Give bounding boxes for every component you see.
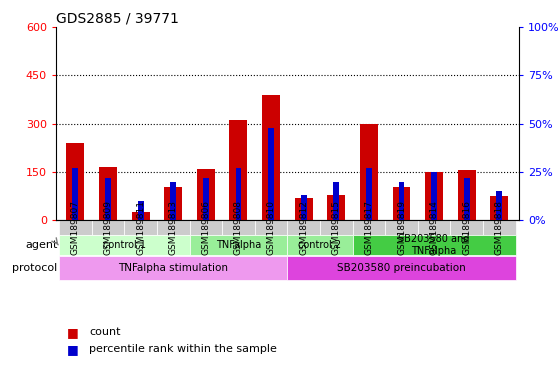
Bar — [353, 220, 385, 235]
Text: ■: ■ — [67, 326, 79, 339]
Bar — [287, 256, 516, 280]
Bar — [301, 195, 306, 220]
Text: GSM189810: GSM189810 — [267, 200, 276, 255]
Bar — [398, 182, 405, 220]
Bar — [320, 220, 353, 235]
Bar — [464, 178, 470, 220]
Bar — [190, 220, 222, 235]
Text: control 1: control 1 — [103, 240, 146, 250]
Bar — [425, 172, 443, 220]
Text: GSM189811: GSM189811 — [136, 200, 145, 255]
Text: GSM189806: GSM189806 — [201, 200, 210, 255]
Bar — [138, 201, 143, 220]
Text: GSM189814: GSM189814 — [430, 200, 439, 255]
Text: GSM189812: GSM189812 — [299, 200, 308, 255]
Bar — [490, 196, 508, 220]
Bar — [124, 220, 157, 235]
Bar — [59, 235, 190, 255]
Text: TNFalpha stimulation: TNFalpha stimulation — [118, 263, 228, 273]
Bar — [287, 220, 320, 235]
Bar — [418, 220, 450, 235]
Text: SB203580 and
TNFalpha: SB203580 and TNFalpha — [398, 234, 470, 256]
Bar — [73, 168, 78, 220]
Bar — [360, 124, 378, 220]
Bar — [164, 187, 182, 220]
Bar — [295, 198, 312, 220]
Text: GSM189815: GSM189815 — [332, 200, 341, 255]
Text: GDS2885 / 39771: GDS2885 / 39771 — [56, 12, 179, 26]
Bar — [132, 212, 150, 220]
Bar — [328, 195, 345, 220]
Text: GSM189807: GSM189807 — [71, 200, 80, 255]
Bar — [497, 192, 502, 220]
Text: ■: ■ — [67, 343, 79, 356]
Bar — [393, 187, 411, 220]
Text: GSM189818: GSM189818 — [495, 200, 504, 255]
Text: protocol: protocol — [12, 263, 57, 273]
Text: GSM189808: GSM189808 — [234, 200, 243, 255]
Bar — [450, 220, 483, 235]
Bar — [262, 94, 280, 220]
Text: TNFalpha: TNFalpha — [216, 240, 261, 250]
Bar — [483, 220, 516, 235]
Bar — [99, 167, 117, 220]
Bar — [105, 178, 111, 220]
Bar — [229, 121, 247, 220]
Bar — [235, 168, 242, 220]
Bar — [92, 220, 124, 235]
Bar — [197, 169, 215, 220]
Bar — [222, 220, 255, 235]
Bar — [268, 127, 274, 220]
Bar — [66, 143, 84, 220]
Bar — [190, 235, 287, 255]
Bar — [157, 220, 190, 235]
Text: agent: agent — [25, 240, 57, 250]
Bar — [170, 182, 176, 220]
Text: GSM189816: GSM189816 — [462, 200, 472, 255]
Text: GSM189819: GSM189819 — [397, 200, 406, 255]
Bar — [203, 178, 209, 220]
Bar — [255, 220, 287, 235]
Bar — [431, 172, 437, 220]
Bar — [366, 168, 372, 220]
Text: count: count — [89, 327, 121, 337]
Text: control 2: control 2 — [299, 240, 341, 250]
Bar — [59, 256, 287, 280]
Bar — [333, 182, 339, 220]
Text: SB203580 preincubation: SB203580 preincubation — [337, 263, 466, 273]
Bar — [353, 235, 516, 255]
Bar — [59, 220, 92, 235]
Text: GSM189813: GSM189813 — [169, 200, 177, 255]
Text: GSM189809: GSM189809 — [103, 200, 113, 255]
Bar — [385, 220, 418, 235]
Bar — [287, 235, 353, 255]
Text: percentile rank within the sample: percentile rank within the sample — [89, 344, 277, 354]
Text: GSM189817: GSM189817 — [364, 200, 373, 255]
Bar — [458, 170, 476, 220]
